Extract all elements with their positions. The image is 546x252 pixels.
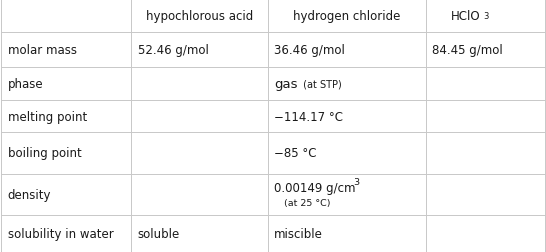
Text: 36.46 g/mol: 36.46 g/mol (274, 44, 345, 57)
Text: molar mass: molar mass (8, 44, 76, 57)
Text: −114.17 °C: −114.17 °C (274, 110, 343, 123)
Text: (at 25 °C): (at 25 °C) (284, 198, 330, 207)
Text: phase: phase (8, 78, 43, 91)
Text: miscible: miscible (274, 227, 323, 240)
Text: 52.46 g/mol: 52.46 g/mol (138, 44, 209, 57)
Text: 0.00149 g/cm: 0.00149 g/cm (274, 181, 355, 194)
Text: 84.45 g/mol: 84.45 g/mol (432, 44, 503, 57)
Text: −85 °C: −85 °C (274, 147, 317, 160)
Text: hypochlorous acid: hypochlorous acid (146, 10, 253, 23)
Text: 3: 3 (353, 177, 359, 186)
Text: melting point: melting point (8, 110, 87, 123)
Text: (at STP): (at STP) (300, 79, 342, 89)
Text: density: density (8, 188, 51, 201)
Text: gas: gas (274, 78, 298, 91)
Text: HClO: HClO (451, 10, 480, 23)
Text: solubility in water: solubility in water (8, 227, 114, 240)
Text: 3: 3 (483, 12, 489, 20)
Text: soluble: soluble (138, 227, 180, 240)
Text: boiling point: boiling point (8, 147, 81, 160)
Text: hydrogen chloride: hydrogen chloride (293, 10, 400, 23)
